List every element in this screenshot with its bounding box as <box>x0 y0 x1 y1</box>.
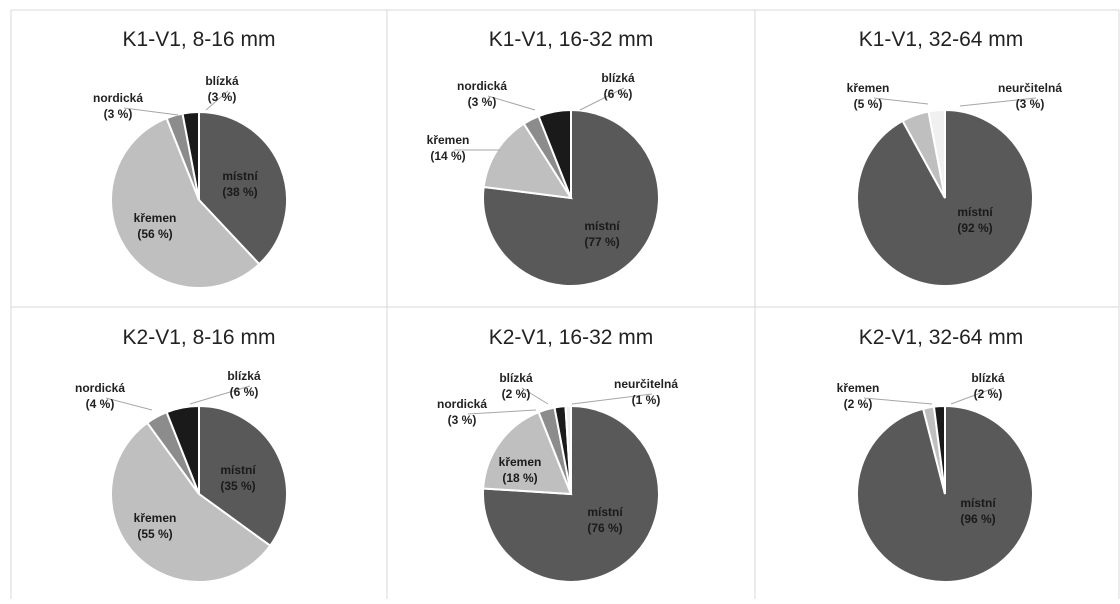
leader-line <box>959 97 1037 107</box>
pie-chart-4: místní (35 %) křemen (55 %) nordická (4 %) blí… <box>75 326 288 583</box>
slice-value-label: (3 %) <box>1016 97 1045 111</box>
leader-line <box>123 107 179 116</box>
slice-value-label: (6 %) <box>604 87 633 101</box>
leader-line <box>571 393 653 405</box>
slice-category-label: místní <box>222 169 258 183</box>
slice-category-label: místní <box>584 219 620 233</box>
pie-slice-křemen <box>110 421 272 583</box>
leader-line <box>950 387 995 405</box>
leader-line <box>467 409 537 415</box>
pie-slice-blízká <box>537 108 572 199</box>
pie-chart-6: místní (96 %) křemen (2 %) blízká (2 %) K2-V1,… <box>837 326 1034 583</box>
pie-slice-blízká <box>165 404 200 495</box>
pie-slice-blízká <box>181 110 200 201</box>
pie-chart-3: místní (92 %) křemen (5 %) neurčitelná (3 %) K… <box>847 28 1062 287</box>
slice-value-label: (55 %) <box>137 527 172 541</box>
slice-category-label: nordická <box>437 397 487 411</box>
slice-category-label: místní <box>960 496 996 510</box>
leader-line <box>521 387 549 405</box>
slice-value-label: (56 %) <box>137 227 172 241</box>
slice-value-label: (1 %) <box>632 393 661 407</box>
slice-category-label: blízká <box>601 71 635 85</box>
slice-category-label: nordická <box>75 381 125 395</box>
chart-title: K1-V1, 16-32 mm <box>489 28 654 51</box>
leader-line <box>189 385 251 405</box>
slice-value-label: (3 %) <box>104 107 133 121</box>
slice-value-label: (77 %) <box>584 235 619 249</box>
slice-value-label: (38 %) <box>222 185 257 199</box>
slice-category-label: křemen <box>427 133 470 147</box>
slice-value-label: (6 %) <box>230 385 259 399</box>
pie-slice-neurčitelná <box>927 108 946 199</box>
slice-category-label: místní <box>587 505 623 519</box>
slice-category-label: nordická <box>93 91 143 105</box>
pie-slice-místní <box>198 404 288 548</box>
chart-title: K1-V1, 32-64 mm <box>859 28 1024 51</box>
slice-category-label: blízká <box>205 74 239 88</box>
slice-category-label: neurčitelná <box>614 377 678 391</box>
slice-category-label: křemen <box>134 511 177 525</box>
pie-slice-místní <box>198 110 288 266</box>
panel-grid-lines <box>10 9 1120 599</box>
chart-title: K2-V1, 8-16 mm <box>123 326 276 349</box>
slice-category-label: neurčitelná <box>998 81 1062 95</box>
slice-category-label: blízká <box>227 369 261 383</box>
slice-category-label: blízká <box>971 371 1005 385</box>
slice-value-label: (76 %) <box>587 521 622 535</box>
chart-title: K2-V1, 16-32 mm <box>489 326 654 349</box>
pie-chart-2: místní (77 %) křemen (14 %) nordická (3 %) blí… <box>427 28 660 287</box>
slice-category-label: křemen <box>499 455 542 469</box>
leader-line <box>579 87 625 111</box>
slice-value-label: (35 %) <box>220 479 255 493</box>
pie-chart-5: místní (76 %) křemen (18 %) nordická (3 %) blí… <box>437 326 678 583</box>
slice-value-label: (5 %) <box>854 97 883 111</box>
slice-category-label: místní <box>957 205 993 219</box>
slice-value-label: (2 %) <box>502 387 531 401</box>
leader-line <box>205 90 229 111</box>
slice-value-label: (2 %) <box>974 387 1003 401</box>
slice-value-label: (96 %) <box>960 512 995 526</box>
pie-slice-křemen <box>482 122 573 200</box>
chart-title: K1-V1, 8-16 mm <box>123 28 276 51</box>
slice-category-label: nordická <box>457 79 507 93</box>
pie-slice-křemen <box>110 116 261 289</box>
slice-value-label: (3 %) <box>468 95 497 109</box>
pie-chart-1: místní (38 %) křemen (56 %) nordická (3 %) blí… <box>93 28 288 289</box>
leader-line <box>863 397 933 405</box>
slice-category-label: křemen <box>847 81 890 95</box>
pie-slice-neurčitelná <box>564 404 572 495</box>
slice-value-label: (3 %) <box>448 413 477 427</box>
slice-value-label: (2 %) <box>844 397 873 411</box>
slice-category-label: křemen <box>134 211 177 225</box>
slice-value-label: (18 %) <box>502 471 537 485</box>
slice-value-label: (14 %) <box>430 149 465 163</box>
leader-line <box>487 95 536 111</box>
leader-line <box>873 97 929 105</box>
slice-value-label: (4 %) <box>86 397 115 411</box>
slice-category-label: blízká <box>499 371 533 385</box>
pie-slice-křemen <box>482 410 573 496</box>
slice-category-label: křemen <box>837 381 880 395</box>
slice-value-label: (3 %) <box>208 90 237 104</box>
pie-slice-blízká <box>932 404 946 495</box>
chart-title: K2-V1, 32-64 mm <box>859 326 1024 349</box>
slice-category-label: místní <box>220 463 256 477</box>
leader-line <box>105 397 153 411</box>
slice-value-label: (92 %) <box>957 221 992 235</box>
